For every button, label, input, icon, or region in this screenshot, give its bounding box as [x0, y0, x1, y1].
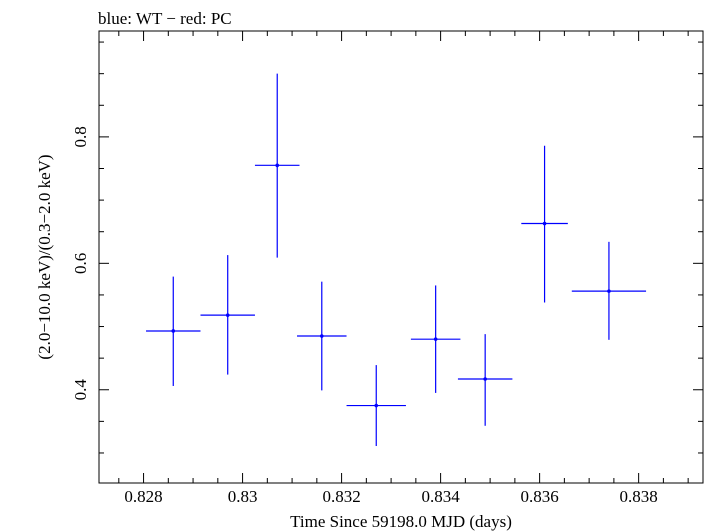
y-tick-label: 0.8 [71, 126, 90, 147]
y-tick-label: 0.4 [71, 379, 90, 401]
x-axis-label: Time Since 59198.0 MJD (days) [290, 512, 512, 531]
point-marker [607, 289, 611, 293]
point-marker [542, 221, 547, 226]
point-marker [225, 313, 230, 317]
data-point [346, 365, 406, 447]
point-marker [374, 403, 379, 408]
data-point [297, 281, 347, 391]
data-point [571, 241, 647, 340]
x-tick-label: 0.834 [421, 487, 460, 506]
x-tick-label: 0.838 [620, 487, 658, 506]
y-axis-label: (2.0−10.0 keV)/(0.3−2.0 keV) [35, 154, 54, 359]
chart-title: blue: WT − red: PC [98, 9, 232, 28]
data-points [146, 73, 647, 447]
data-point [410, 285, 461, 393]
x-tick-label: 0.83 [228, 487, 258, 506]
y-tick-label: 0.6 [71, 253, 90, 274]
data-point [457, 334, 513, 426]
plot-frame [98, 30, 704, 484]
point-marker [483, 377, 487, 381]
point-marker [171, 329, 176, 333]
x-tick-label: 0.828 [124, 487, 162, 506]
x-tick-label: 0.832 [322, 487, 360, 506]
point-marker [433, 337, 438, 341]
data-point [146, 276, 201, 386]
point-marker [275, 163, 280, 168]
y-axis: 0.4 0.6 0.8 [71, 41, 703, 454]
point-marker [319, 334, 324, 338]
data-point [254, 73, 300, 258]
x-tick-label: 0.836 [520, 487, 558, 506]
data-point [521, 145, 568, 303]
data-point [200, 255, 255, 375]
x-axis: 0.828 0.83 0.832 0.834 0.836 0.838 [118, 31, 689, 506]
